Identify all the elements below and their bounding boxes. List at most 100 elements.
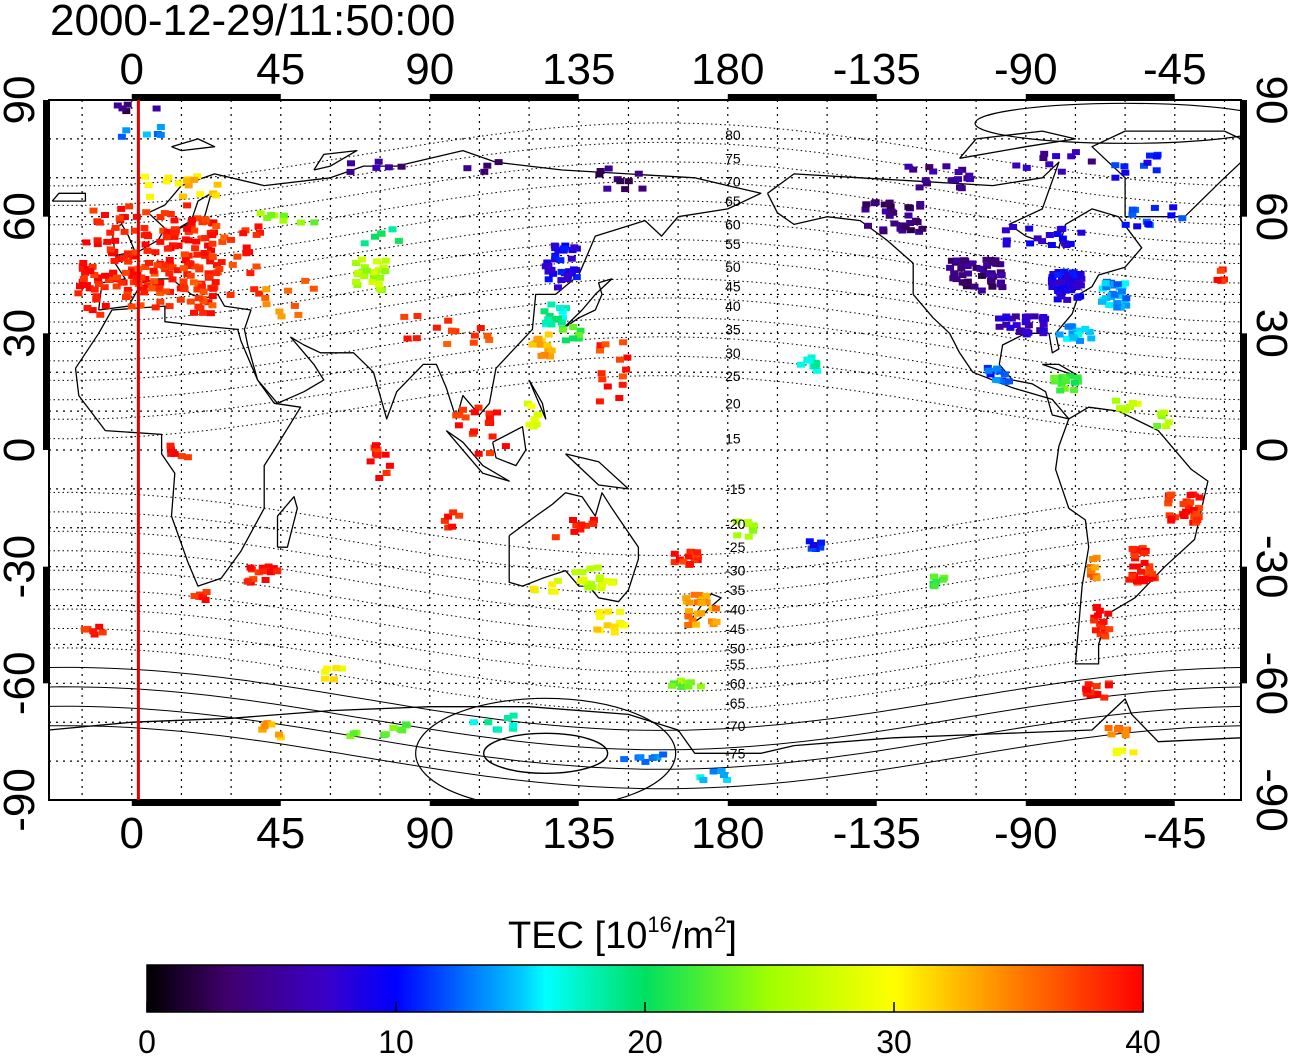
- tec-cell: [262, 301, 271, 308]
- tec-cell: [261, 294, 270, 301]
- bottom-tick-label: 135: [542, 809, 615, 858]
- tec-cell: [85, 285, 94, 292]
- tec-cell: [212, 223, 221, 229]
- tec-cell: [1111, 162, 1120, 169]
- tec-cell: [623, 354, 632, 361]
- tec-cell: [360, 273, 369, 280]
- tec-cell: [159, 262, 168, 269]
- tec-cell: [284, 287, 293, 294]
- tec-cell: [596, 342, 605, 349]
- tec-cell: [82, 239, 91, 246]
- tec-cell: [454, 422, 463, 429]
- tec-cell: [1126, 403, 1134, 410]
- tec-cell: [916, 203, 925, 210]
- tec-cell: [1115, 405, 1124, 412]
- tec-cell: [249, 576, 258, 583]
- tec-cell: [370, 269, 379, 276]
- tec-cell: [402, 721, 410, 728]
- tec-cell: [190, 593, 199, 599]
- tec-cell: [201, 235, 210, 241]
- tec-cell: [255, 290, 264, 297]
- tec-cell: [192, 238, 201, 245]
- tec-cell: [168, 264, 177, 271]
- tec-cell: [1005, 378, 1013, 385]
- tec-cell: [1073, 374, 1082, 381]
- tec-cell: [1087, 568, 1095, 575]
- tec-cell: [695, 592, 704, 598]
- tec-cell: [122, 294, 130, 301]
- colorbar-title-mid: /m: [672, 915, 714, 957]
- tec-cell: [685, 608, 693, 615]
- tec-cell: [557, 268, 566, 275]
- contour-line: [49, 122, 1241, 187]
- tec-cell: [1090, 617, 1099, 624]
- tec-cell: [596, 347, 604, 354]
- tec-cell: [1006, 324, 1015, 331]
- tec-cell: [394, 237, 403, 244]
- tec-cell: [603, 622, 612, 629]
- tec-cell: [190, 309, 198, 316]
- tec-cell: [1022, 331, 1031, 338]
- tec-cell: [476, 325, 485, 331]
- tec-cell: [723, 776, 732, 783]
- tec-cell: [952, 257, 961, 264]
- coastline: [98, 149, 762, 420]
- tec-cell: [1052, 153, 1061, 160]
- tec-cell: [452, 412, 461, 419]
- tec-cell: [749, 524, 758, 530]
- tec-cell: [932, 578, 941, 585]
- tec-cell: [86, 268, 95, 275]
- contour-label: 70: [725, 174, 741, 190]
- tec-cell: [1128, 545, 1137, 552]
- tec-cell: [119, 254, 128, 261]
- coastline: [561, 278, 613, 330]
- tec-cell: [128, 272, 137, 279]
- tec-cell: [597, 585, 606, 592]
- tec-cell: [930, 583, 939, 590]
- contour-line: [49, 161, 1241, 226]
- top-tick-label: 180: [691, 45, 764, 94]
- tec-cell: [79, 260, 88, 266]
- tec-cell: [811, 546, 820, 552]
- tec-cell: [536, 341, 545, 348]
- tec-cell: [1146, 152, 1154, 159]
- tec-cell: [220, 234, 229, 241]
- frame-bar: [1241, 100, 1247, 217]
- tec-cell: [156, 238, 165, 245]
- tec-cell: [301, 277, 310, 284]
- tec-cell: [337, 665, 346, 672]
- tec-cell: [864, 222, 872, 229]
- tec-cell: [213, 181, 222, 188]
- tec-cell: [621, 186, 630, 193]
- tec-cell: [1073, 283, 1082, 290]
- tec-cell: [1057, 168, 1066, 175]
- tec-cell: [162, 234, 171, 241]
- contour-label: -25: [725, 539, 745, 555]
- tec-cell: [179, 265, 188, 272]
- right-tick-label: 0: [1247, 438, 1292, 462]
- tec-cell: [1140, 559, 1149, 566]
- tec-cell: [277, 313, 286, 320]
- tec-cell: [449, 509, 458, 516]
- tec-cell: [211, 192, 220, 199]
- right-tick-label: -30: [1247, 535, 1292, 599]
- contour-label: -45: [725, 621, 745, 637]
- tec-cell: [183, 177, 191, 184]
- tec-cell: [259, 568, 268, 575]
- tec-cell: [988, 283, 997, 290]
- tec-cell: [993, 365, 1002, 372]
- tec-cell: [371, 233, 379, 240]
- tec-cell: [150, 278, 159, 285]
- tec-cell: [243, 578, 252, 585]
- top-tick-label: 90: [405, 45, 454, 94]
- tec-cell: [360, 264, 369, 271]
- tec-cell: [263, 720, 272, 727]
- tec-cell: [579, 576, 588, 583]
- contour-line: [49, 511, 1241, 576]
- tec-cell: [346, 168, 355, 175]
- tec-cell: [578, 569, 587, 576]
- contour-label: 15: [725, 430, 741, 446]
- tec-cell: [915, 184, 924, 191]
- colorbar-title-end: ]: [726, 915, 737, 957]
- coastline: [49, 698, 1241, 754]
